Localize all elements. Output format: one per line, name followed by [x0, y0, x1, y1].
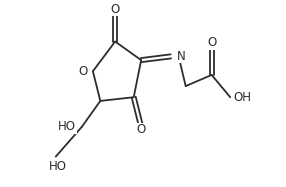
Text: HO: HO — [58, 120, 76, 133]
Text: O: O — [136, 123, 146, 136]
Text: N: N — [176, 50, 185, 63]
Text: OH: OH — [233, 91, 251, 104]
Text: O: O — [78, 65, 88, 78]
Text: O: O — [110, 3, 120, 16]
Text: HO: HO — [49, 160, 67, 173]
Text: O: O — [207, 36, 216, 49]
